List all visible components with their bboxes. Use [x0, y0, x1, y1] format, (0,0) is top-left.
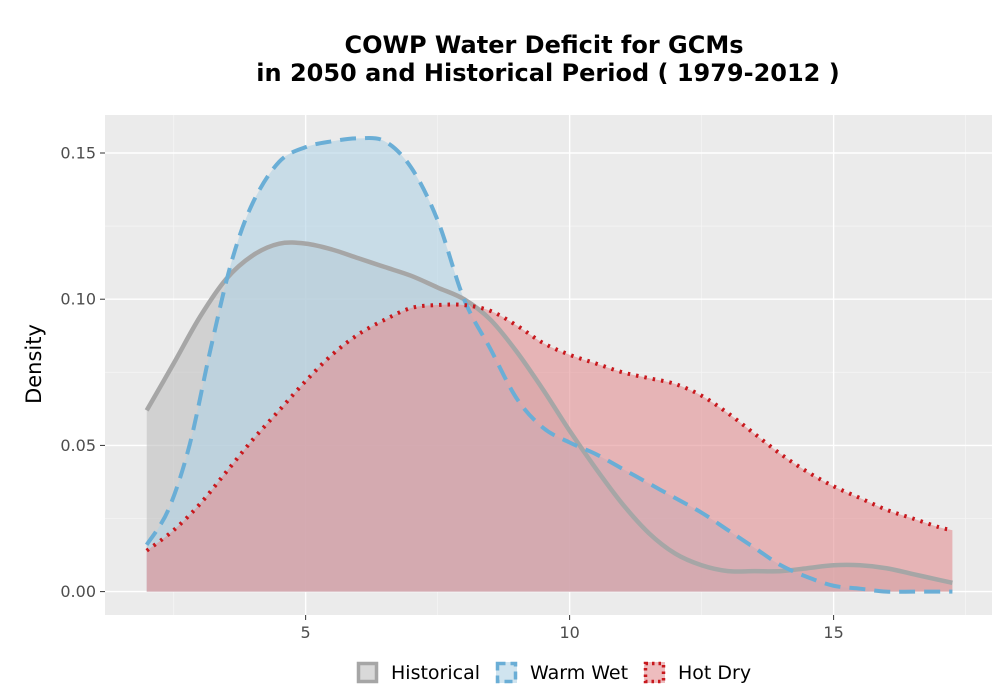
legend-key-historical	[357, 662, 378, 683]
y-tick-label: 0.10	[60, 290, 96, 309]
x-tick-label: 10	[559, 623, 579, 642]
density-line-warm-wet	[145, 136, 953, 594]
legend-key-line-hot-dry	[643, 661, 666, 684]
y-tick-label: 0.15	[60, 144, 96, 163]
y-tick-label: 0.05	[60, 436, 96, 455]
y-tick-label: 0.00	[60, 582, 96, 601]
x-tick-label: 5	[301, 623, 311, 642]
legend-key-line-warm-wet	[495, 661, 518, 684]
axis-ticks: 5 10 15 0.00 0.05 0.10 0.15	[60, 144, 843, 642]
density-lines	[144, 136, 953, 594]
legend-key-line-historical	[356, 661, 379, 684]
chart-title-line-1: COWP Water Deficit for GCMs	[344, 31, 743, 59]
legend: Historical Warm Wet Hot Dry	[356, 661, 751, 684]
legend-key-warm-wet	[496, 662, 517, 683]
density-areas	[146, 138, 953, 592]
density-line-historical	[144, 240, 953, 586]
x-tick-label: 15	[823, 623, 843, 642]
density-line-hot-dry	[145, 302, 953, 553]
chart-title-line-2: in 2050 and Historical Period ( 1979-201…	[256, 59, 839, 87]
legend-key-hot-dry	[644, 662, 665, 683]
y-axis-title: Density	[22, 324, 46, 404]
legend-label-historical: Historical	[391, 662, 480, 684]
density-area-hot-dry	[146, 304, 953, 592]
legend-label-hot-dry: Hot Dry	[678, 662, 751, 684]
legend-label-warm-wet: Warm Wet	[530, 662, 628, 684]
